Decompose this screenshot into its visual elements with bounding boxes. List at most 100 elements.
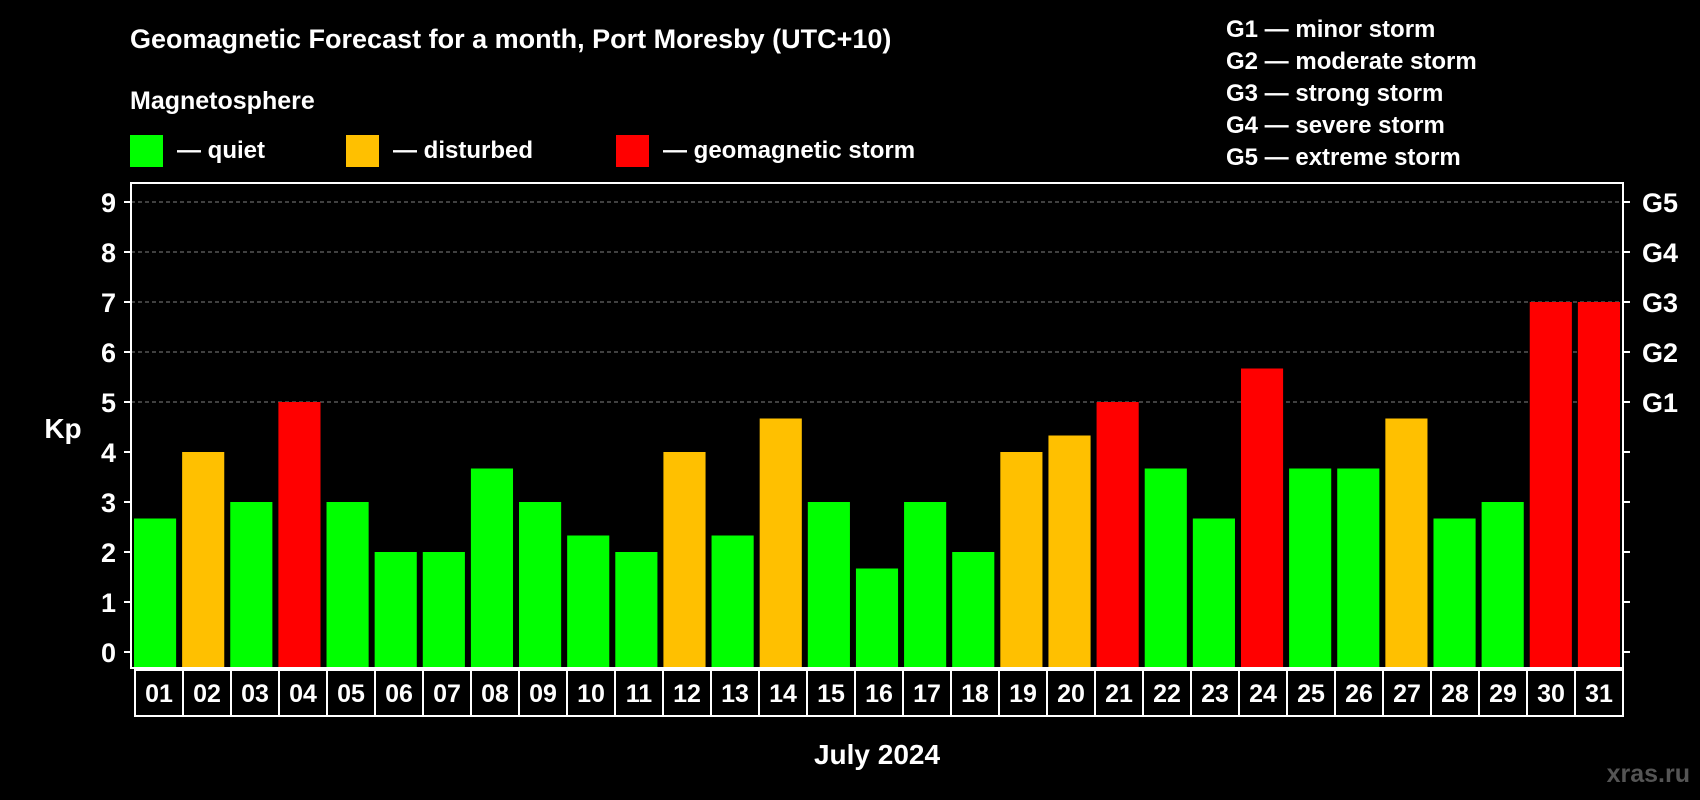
x-tick-label: 15 xyxy=(817,680,845,708)
chart-title: Geomagnetic Forecast for a month, Port M… xyxy=(130,24,891,54)
bar-day-04 xyxy=(278,402,321,668)
watermark: xras.ru xyxy=(1607,760,1690,788)
right-axis: G1 G2 G3 G4 G5 xyxy=(1623,188,1678,653)
bar-day-02 xyxy=(182,452,225,668)
right-axis-label: G1 xyxy=(1642,388,1678,418)
bar-day-11 xyxy=(615,552,658,668)
bar-day-07 xyxy=(422,552,465,668)
bar-day-06 xyxy=(374,552,417,668)
legend-label-disturbed: — disturbed xyxy=(393,137,533,164)
bar-day-19 xyxy=(1000,452,1043,668)
legend-label-quiet: — quiet xyxy=(177,137,265,164)
storm-level-g3: G3 — strong storm xyxy=(1226,80,1443,107)
storm-level-legend: G1 — minor storm G2 — moderate storm G3 … xyxy=(1226,16,1477,171)
bar-day-20 xyxy=(1048,435,1091,668)
x-axis-label: July 2024 xyxy=(814,739,941,770)
x-tick-label: 05 xyxy=(337,680,365,708)
x-tick-label: 02 xyxy=(193,680,221,708)
right-axis-label: G5 xyxy=(1642,188,1678,218)
x-tick-label: 17 xyxy=(913,680,941,708)
x-axis-categories: 01 02 03 04 05 06 07 08 09 10 11 12 13 14 15 16 17 18 19 20… xyxy=(134,669,1624,717)
x-tick-label: 26 xyxy=(1345,680,1373,708)
bar-day-15 xyxy=(807,502,850,668)
legend: — quiet — disturbed — geomagnetic storm xyxy=(130,135,915,167)
bar-day-25 xyxy=(1289,468,1332,668)
bar-day-14 xyxy=(759,418,802,668)
bars xyxy=(134,302,1620,668)
x-tick-label: 01 xyxy=(145,680,173,708)
x-tick-label: 07 xyxy=(433,680,461,708)
y-axis-label: Kp xyxy=(44,413,81,444)
y-tick-label: 7 xyxy=(101,288,116,318)
x-tick-label: 14 xyxy=(769,680,797,708)
right-axis-label: G2 xyxy=(1642,338,1678,368)
bar-day-28 xyxy=(1433,518,1476,668)
y-tick-label: 9 xyxy=(101,188,116,218)
legend-swatch-storm xyxy=(616,135,649,167)
storm-level-g5: G5 — extreme storm xyxy=(1226,144,1461,171)
x-tick-label: 23 xyxy=(1201,680,1229,708)
legend-swatch-disturbed xyxy=(346,135,379,167)
x-tick-label: 21 xyxy=(1105,680,1133,708)
bar-day-22 xyxy=(1144,468,1187,668)
x-tick-label: 06 xyxy=(385,680,413,708)
bar-day-17 xyxy=(904,502,947,668)
x-tick-label: 18 xyxy=(961,680,989,708)
legend-swatch-quiet xyxy=(130,135,163,167)
bar-day-26 xyxy=(1337,468,1380,668)
y-axis: 0 1 2 3 4 5 6 7 8 9 xyxy=(101,188,131,668)
x-tick-label: 04 xyxy=(289,680,317,708)
x-tick-label: 03 xyxy=(241,680,269,708)
x-tick-label: 08 xyxy=(481,680,509,708)
y-tick-label: 5 xyxy=(101,388,116,418)
bar-day-24 xyxy=(1240,368,1284,668)
bar-day-16 xyxy=(855,568,899,668)
x-tick-label: 12 xyxy=(673,680,701,708)
x-tick-label: 28 xyxy=(1441,680,1469,708)
x-tick-label: 09 xyxy=(529,680,557,708)
y-tick-label: 3 xyxy=(101,488,116,518)
bar-day-03 xyxy=(230,502,273,668)
storm-level-g1: G1 — minor storm xyxy=(1226,16,1435,43)
bar-day-23 xyxy=(1192,518,1235,668)
legend-label-storm: — geomagnetic storm xyxy=(663,137,915,164)
bar-day-30 xyxy=(1529,302,1572,668)
bar-day-09 xyxy=(519,502,562,668)
bar-day-18 xyxy=(952,552,995,668)
y-tick-label: 4 xyxy=(101,438,116,468)
bar-day-21 xyxy=(1096,402,1139,668)
bar-day-27 xyxy=(1385,418,1428,668)
x-tick-label: 31 xyxy=(1585,680,1613,708)
bar-day-08 xyxy=(470,468,514,668)
bar-day-05 xyxy=(326,502,369,668)
bar-day-29 xyxy=(1481,502,1524,668)
x-tick-label: 11 xyxy=(626,680,653,708)
x-tick-label: 25 xyxy=(1297,680,1325,708)
bar-day-01 xyxy=(134,518,177,668)
storm-level-g4: G4 — severe storm xyxy=(1226,112,1445,139)
storm-level-g2: G2 — moderate storm xyxy=(1226,48,1477,75)
grid-lines xyxy=(131,201,1623,403)
y-tick-label: 6 xyxy=(101,338,116,368)
bar-day-10 xyxy=(567,535,610,668)
bar-day-12 xyxy=(663,452,706,668)
x-tick-label: 29 xyxy=(1489,680,1517,708)
x-tick-label: 24 xyxy=(1249,680,1277,708)
y-tick-label: 0 xyxy=(101,638,116,668)
plot-frame xyxy=(130,182,1624,669)
y-tick-label: 1 xyxy=(101,588,116,618)
x-tick-label: 16 xyxy=(865,680,893,708)
x-tick-label: 13 xyxy=(721,680,749,708)
bar-day-13 xyxy=(711,535,754,668)
x-tick-label: 10 xyxy=(577,680,605,708)
right-axis-label: G3 xyxy=(1642,288,1678,318)
x-category-frame xyxy=(134,669,1624,717)
y-tick-label: 2 xyxy=(101,538,116,568)
x-tick-label: 30 xyxy=(1537,680,1565,708)
x-tick-label: 19 xyxy=(1009,680,1037,708)
bar-day-31 xyxy=(1577,302,1620,668)
x-tick-label: 22 xyxy=(1153,680,1181,708)
chart-subtitle: Magnetosphere xyxy=(130,87,315,115)
right-axis-label: G4 xyxy=(1642,238,1678,268)
